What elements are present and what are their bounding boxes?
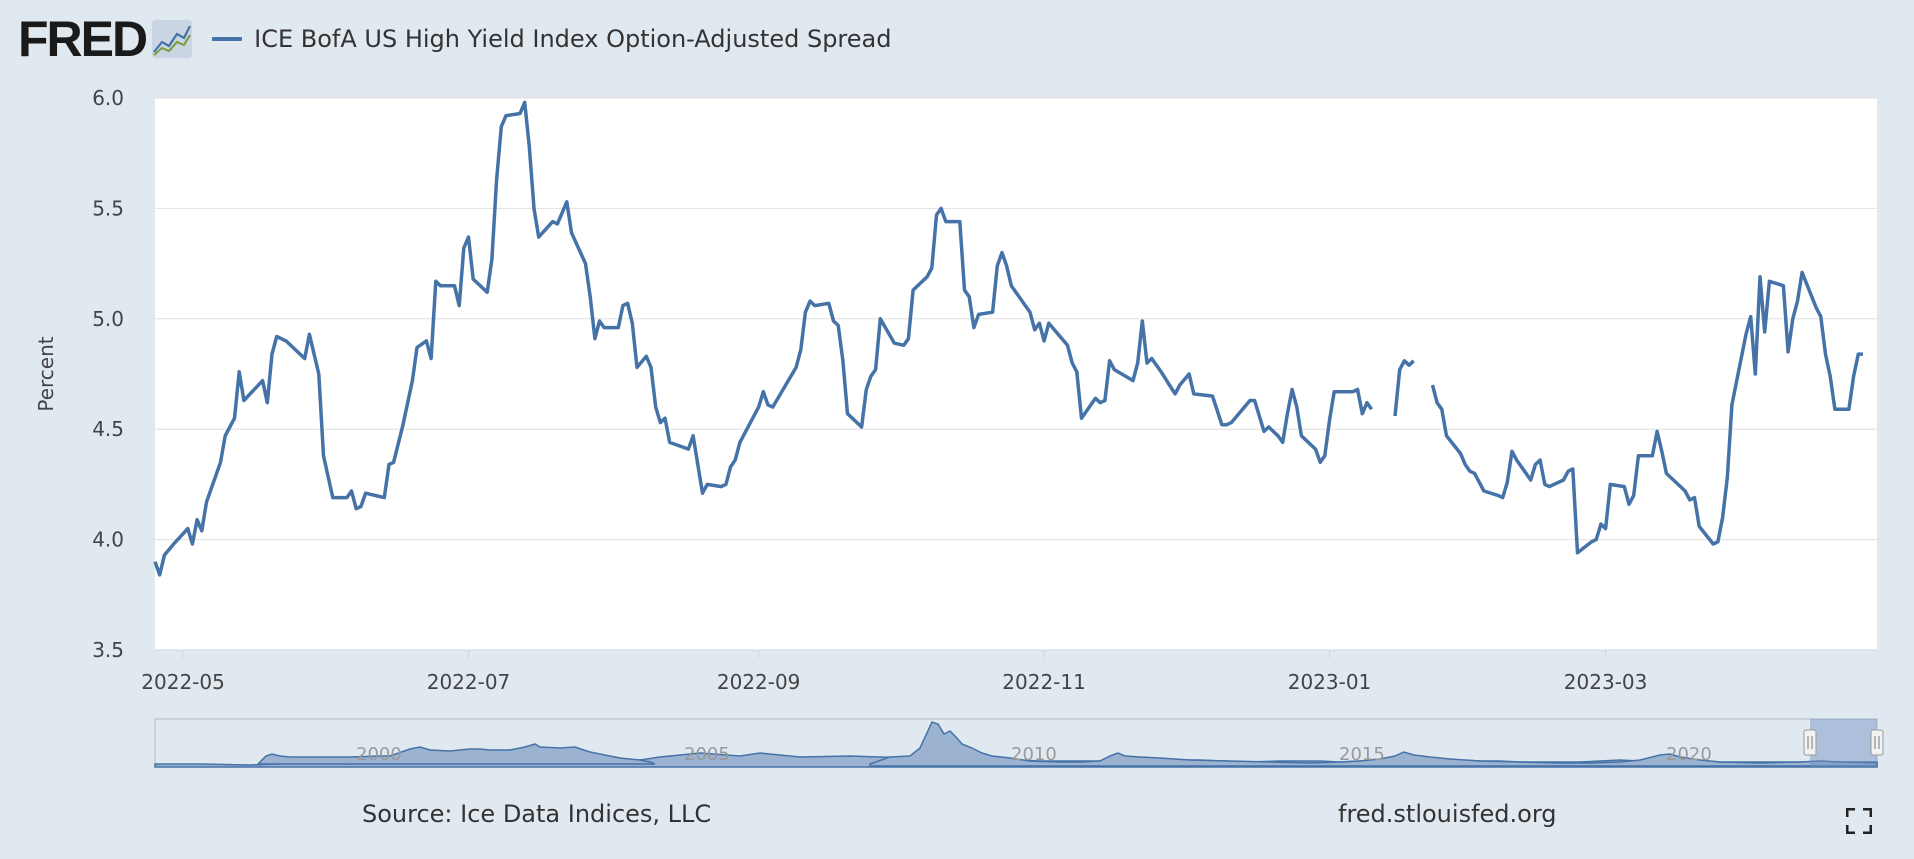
navigator-handle-right[interactable] <box>1870 729 1884 756</box>
legend-swatch <box>212 37 243 41</box>
source-credit: Source: Ice Data Indices, LLC <box>362 800 712 828</box>
y-tick-label: 6.0 <box>92 86 124 110</box>
navigator-label: 2010 <box>1011 744 1057 765</box>
legend-label: ICE BofA US High Yield Index Option-Adju… <box>254 25 892 53</box>
x-tick-label: 2023-03 <box>1564 670 1648 694</box>
navigator[interactable]: 2000 2005 2010 2015 2020 <box>154 718 1884 768</box>
gridlines <box>155 97 1877 541</box>
y-tick-label: 5.5 <box>92 196 124 220</box>
navigator-label: 2020 <box>1666 744 1712 765</box>
y-axis: 3.5 4.0 4.5 5.0 5.5 6.0 <box>92 86 124 662</box>
x-axis: 2022-05 2022-07 2022-09 2022-11 2023-01 2023-… <box>141 649 1877 694</box>
legend[interactable]: ICE BofA US High Yield Index Option-Adju… <box>212 25 891 53</box>
navigator-label: 2015 <box>1339 744 1385 765</box>
mini-line-chart-icon <box>152 20 193 58</box>
navigator-axis-labels: 2000 2005 2010 2015 2020 <box>356 744 1712 765</box>
x-tick-label: 2022-07 <box>427 670 511 694</box>
series-line-group <box>153 100 1864 577</box>
y-tick-label: 4.5 <box>92 417 124 441</box>
x-tick-label: 2022-11 <box>1002 670 1086 694</box>
plot-area <box>155 98 1877 650</box>
x-tick-label: 2023-01 <box>1288 670 1372 694</box>
series-line[interactable] <box>153 100 1374 577</box>
navigator-label: 2005 <box>684 744 730 765</box>
fred-logo[interactable]: FRED <box>18 11 193 67</box>
site-link[interactable]: fred.stlouisfed.org <box>1338 800 1557 828</box>
y-tick-label: 5.0 <box>92 307 124 331</box>
series-line[interactable] <box>1430 270 1864 555</box>
navigator-handle-left[interactable] <box>1803 729 1817 756</box>
series-line[interactable] <box>1393 359 1415 417</box>
y-tick-label: 3.5 <box>92 638 124 662</box>
y-axis-label: Percent <box>34 336 58 411</box>
x-tick-label: 2022-05 <box>141 670 225 694</box>
y-tick-label: 4.0 <box>92 528 124 552</box>
fred-logo-text: FRED <box>18 11 148 67</box>
navigator-selection[interactable] <box>1810 719 1877 767</box>
navigator-bumps <box>256 721 1878 767</box>
chart-header: FRED ICE BofA US High Yield Index Option… <box>18 14 891 64</box>
fullscreen-icon[interactable] <box>1845 807 1873 835</box>
navigator-label: 2000 <box>356 744 402 765</box>
x-tick-label: 2022-09 <box>717 670 801 694</box>
